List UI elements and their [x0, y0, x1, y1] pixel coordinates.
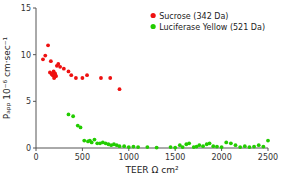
- y-tick-label: 15: [21, 4, 31, 13]
- point: [187, 141, 191, 145]
- point: [234, 143, 238, 147]
- point: [99, 76, 103, 80]
- point: [197, 143, 201, 147]
- y-tick: [33, 101, 36, 102]
- point: [67, 70, 71, 74]
- point: [248, 145, 252, 149]
- point: [173, 146, 177, 150]
- point: [252, 145, 256, 149]
- point: [62, 67, 66, 71]
- x-tick-label: 0: [33, 153, 38, 162]
- x-tick: [268, 148, 269, 151]
- point: [215, 145, 219, 149]
- point: [145, 145, 149, 149]
- x-tick-label: 2500: [258, 153, 278, 162]
- point: [220, 145, 224, 149]
- point: [90, 141, 94, 145]
- x-tick-label: 500: [75, 153, 90, 162]
- chart: 0 500 1000 1500 2000 2500 0 5 10 15 TEER Ω cm² Pₐₚₚ…: [0, 0, 282, 178]
- point: [169, 145, 173, 149]
- point: [74, 76, 78, 80]
- y-tick-label: 5: [26, 97, 31, 106]
- point: [54, 73, 58, 77]
- x-tick-label: 1500: [165, 153, 185, 162]
- point: [41, 57, 45, 61]
- y-tick: [33, 54, 36, 55]
- point: [81, 76, 85, 80]
- y-axis-label: Pₐₚₚ 10⁻⁶ cm·sec⁻¹: [2, 36, 12, 119]
- y-tick-label: 0: [26, 144, 31, 153]
- legend-marker: [151, 24, 156, 29]
- point: [208, 141, 212, 145]
- point: [93, 138, 97, 142]
- x-tick: [82, 148, 83, 151]
- point: [118, 144, 122, 148]
- point: [257, 143, 261, 147]
- point: [69, 73, 73, 77]
- x-tick-label: 1000: [119, 153, 139, 162]
- point: [229, 141, 233, 145]
- points: [41, 43, 270, 149]
- point: [49, 59, 53, 63]
- legend-label: Sucrose (342 Da): [159, 12, 228, 21]
- point: [118, 87, 122, 91]
- point: [85, 73, 89, 77]
- legend: Sucrose (342 Da) Luciferase Yellow (521 D…: [151, 12, 265, 32]
- point: [243, 144, 247, 148]
- x-axis: [36, 148, 268, 149]
- point: [224, 141, 228, 145]
- point: [67, 113, 71, 117]
- legend-marker: [151, 13, 156, 18]
- y-tick-label: 10: [21, 51, 31, 60]
- y-tick: [33, 8, 36, 9]
- point: [54, 74, 58, 78]
- point: [266, 139, 270, 143]
- point: [127, 145, 131, 149]
- point: [201, 144, 205, 148]
- x-tick-label: 2000: [211, 153, 231, 162]
- point: [108, 76, 112, 80]
- legend-label: Luciferase Yellow (521 Da): [159, 23, 265, 32]
- x-axis-label: TEER Ω cm²: [124, 165, 178, 175]
- y-tick: [33, 148, 36, 149]
- point: [261, 145, 265, 149]
- point: [211, 144, 215, 148]
- point: [132, 145, 136, 149]
- point: [79, 126, 83, 130]
- point: [58, 65, 62, 69]
- point: [43, 54, 47, 58]
- y-axis: [36, 8, 37, 148]
- point: [82, 139, 86, 143]
- point: [155, 146, 159, 150]
- point: [122, 144, 126, 148]
- point: [71, 114, 75, 118]
- point: [136, 145, 140, 149]
- point: [46, 43, 50, 47]
- point: [181, 145, 185, 149]
- point: [238, 145, 242, 149]
